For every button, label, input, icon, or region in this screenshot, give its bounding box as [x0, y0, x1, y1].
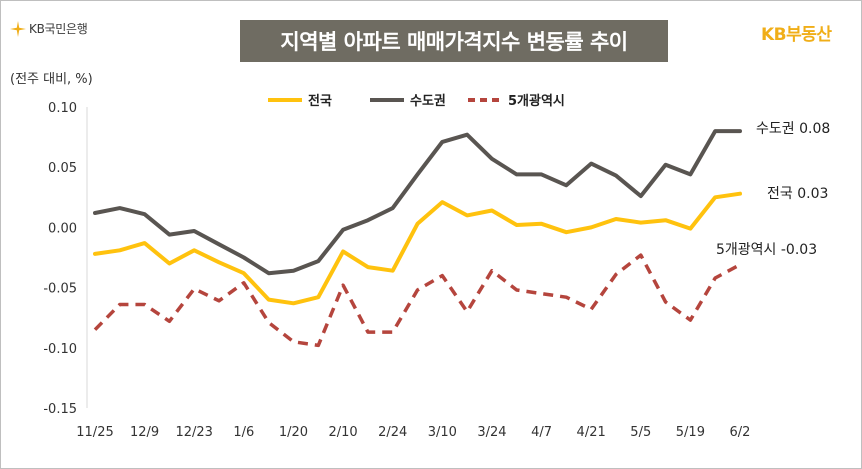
x-tick-label: 1/6 — [233, 425, 254, 440]
x-tick-label: 12/9 — [130, 425, 159, 440]
x-tick-label: 5/19 — [676, 425, 705, 440]
x-tick-label: 2/24 — [378, 425, 407, 440]
capital-end-label: 수도권 0.08 — [756, 121, 830, 137]
capital-series-line — [93, 129, 742, 276]
legend-entry: 5개광역시 — [508, 93, 565, 109]
kb-real-estate-brand: KB부동산 — [761, 25, 832, 45]
y-tick-label: 0.05 — [48, 161, 77, 176]
chart-title-box: 지역별 아파트 매매가격지수 변동률 추이 — [240, 20, 668, 62]
legend-entry: 수도권 — [410, 94, 446, 109]
x-tick-label: 1/20 — [279, 425, 308, 440]
national-series-line — [93, 191, 742, 306]
metro-series-line — [93, 253, 741, 348]
chart-title: 지역별 아파트 매매가격지수 변동률 추이 — [280, 30, 628, 54]
x-tick-label: 12/23 — [175, 425, 212, 440]
kb-bank-logo-text: KB국민은행 — [29, 22, 88, 36]
x-tick-label: 11/25 — [76, 425, 113, 440]
y-axis-unit-label: (전주 대비, %) — [10, 72, 93, 87]
x-tick-label: 4/21 — [577, 425, 606, 440]
y-tick-label: 0.00 — [48, 221, 77, 236]
national-end-label: 전국 0.03 — [767, 186, 828, 202]
y-tick-label: 0.10 — [48, 101, 77, 116]
kb-star-icon — [10, 20, 26, 37]
x-tick-label: 2/10 — [328, 425, 357, 440]
y-tick-label: -0.15 — [43, 402, 77, 417]
x-tick-label: 5/5 — [630, 425, 651, 440]
metro-end-label: 5개광역시 -0.03 — [716, 242, 817, 258]
x-tick-label: 3/24 — [477, 425, 506, 440]
legend-entry: 전국 — [308, 93, 332, 109]
x-tick-label: 3/10 — [428, 425, 457, 440]
x-tick-label: 6/2 — [730, 425, 751, 440]
y-tick-label: -0.10 — [43, 342, 77, 357]
kb-bank-logo: KB국민은행 — [10, 20, 88, 37]
x-tick-label: 4/7 — [531, 425, 552, 440]
y-tick-label: -0.05 — [43, 282, 77, 297]
